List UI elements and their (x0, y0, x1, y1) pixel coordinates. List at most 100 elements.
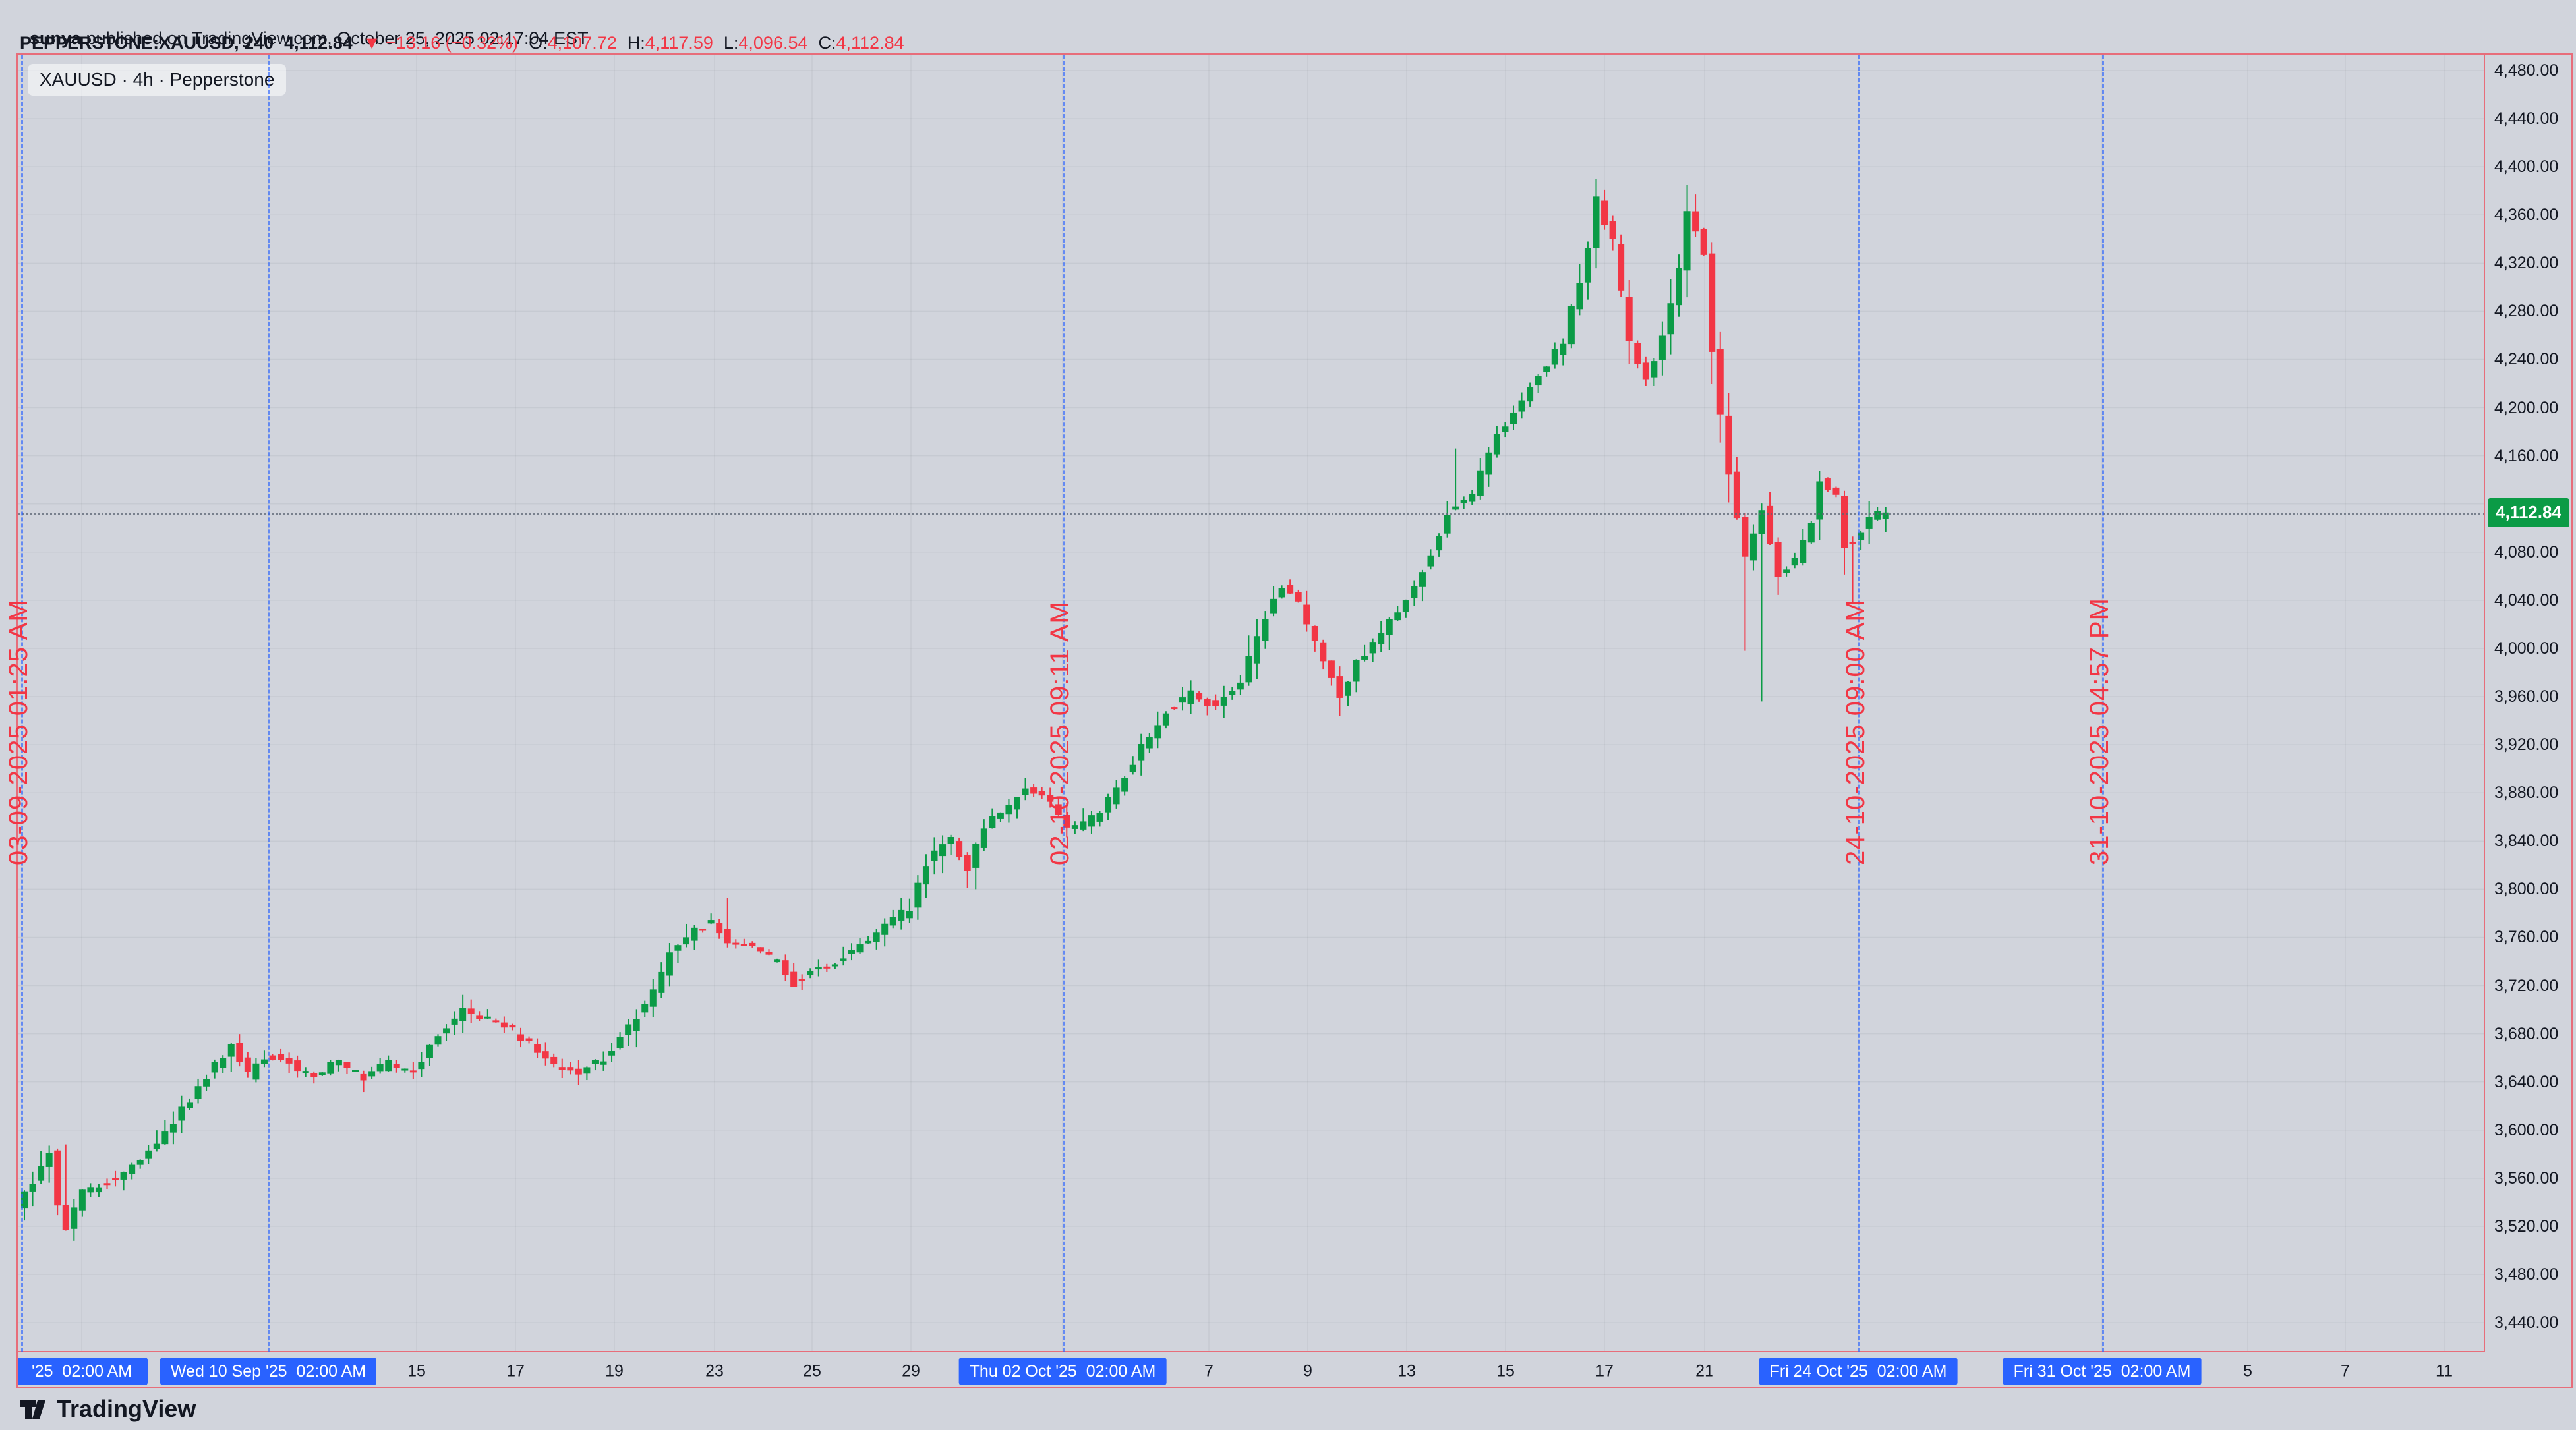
candle (1658, 321, 1666, 376)
time-axis[interactable]: '25 02:00 AM Wed 10 Sep '25 02:00 AM 15 17 1… (18, 1354, 2485, 1388)
candle (211, 1059, 218, 1079)
candle (310, 1071, 318, 1084)
last-price-line (18, 512, 2484, 515)
price-axis-label: 3,600.00 (2494, 1120, 2559, 1139)
time-axis-label: 17 (506, 1361, 525, 1380)
tradingview-brand-text: TradingView (57, 1395, 196, 1422)
candle (666, 943, 673, 987)
time-axis-highlight-label: Wed 10 Sep '25 02:00 AM (160, 1357, 377, 1385)
candlestick-canvas (18, 55, 2484, 1351)
candle (500, 1016, 508, 1033)
candle (327, 1060, 334, 1076)
candle (757, 947, 764, 954)
price-axis-label: 3,720.00 (2494, 976, 2559, 995)
candle (980, 819, 987, 851)
candle (95, 1184, 102, 1197)
candle (1436, 533, 1443, 557)
candle (459, 994, 467, 1033)
candle (1295, 589, 1302, 603)
tradingview-logo[interactable]: TradingView (18, 1393, 196, 1425)
candle (658, 962, 665, 998)
candle (1576, 264, 1583, 316)
candle (236, 1034, 243, 1067)
price-axis-label: 4,400.00 (2494, 157, 2559, 177)
candle (252, 1058, 260, 1083)
price-axis-label: 3,560.00 (2494, 1168, 2559, 1187)
candle (136, 1159, 144, 1169)
candle (534, 1038, 541, 1058)
price-change: ▼ −13.16 (−0.32%) (363, 33, 519, 53)
candle (1683, 184, 1691, 298)
price-axis-label: 4,320.00 (2494, 254, 2559, 273)
candle (1493, 426, 1500, 458)
candle (1187, 680, 1194, 714)
chart-legend: XAUUSD · 4h · Pepperstone (28, 64, 287, 96)
candle (517, 1027, 524, 1048)
candle (782, 954, 789, 981)
candle (376, 1057, 384, 1074)
candle (1129, 756, 1136, 775)
candle (153, 1130, 160, 1152)
candle (1824, 477, 1831, 492)
candle (1378, 621, 1385, 652)
candle (1071, 821, 1078, 834)
candle (1560, 338, 1567, 366)
candle (1253, 619, 1260, 679)
candle (1800, 529, 1807, 566)
candle (1593, 179, 1600, 269)
candle (616, 1032, 624, 1050)
author-name: sunya (30, 28, 82, 48)
candle (922, 854, 929, 898)
last-price-badge: 4,112.84 (2488, 498, 2569, 527)
price-axis-label: 4,360.00 (2494, 206, 2559, 225)
candle (873, 929, 880, 950)
candle (1618, 234, 1625, 297)
candle (1245, 635, 1252, 686)
candle (78, 1189, 86, 1217)
candle (625, 1019, 632, 1046)
time-axis-label: 13 (1397, 1361, 1416, 1380)
candle (120, 1171, 127, 1191)
candle (1634, 340, 1641, 369)
price-axis[interactable]: 4,480.00 4,440.00 4,400.00 4,360.00 4,320.00… (2486, 55, 2571, 1352)
plot-area[interactable]: XAUUSD · 4h · Pepperstone (18, 55, 2485, 1352)
candle (1502, 422, 1509, 438)
price-axis-label: 3,680.00 (2494, 1024, 2559, 1043)
candle (1567, 303, 1575, 349)
candle (1361, 644, 1368, 662)
candle (591, 1059, 599, 1071)
candle (426, 1044, 433, 1066)
candle (947, 834, 954, 855)
candle (1733, 457, 1740, 520)
candle (641, 1000, 649, 1017)
candle (368, 1066, 376, 1079)
price-axis-label: 3,800.00 (2494, 880, 2559, 899)
time-axis-label: 7 (2341, 1361, 2350, 1380)
candle (1584, 241, 1591, 300)
candle (38, 1151, 45, 1184)
candle (1841, 490, 1848, 575)
price-axis-label: 3,640.00 (2494, 1072, 2559, 1091)
candle (187, 1098, 193, 1110)
candle (1402, 599, 1409, 618)
candle (418, 1052, 425, 1077)
candle (1865, 501, 1873, 544)
candle (409, 1062, 417, 1079)
candle (1460, 496, 1467, 509)
candle (278, 1048, 285, 1063)
candle (484, 1009, 491, 1019)
candle (1353, 659, 1360, 693)
candle (343, 1062, 351, 1074)
price-axis-label: 4,480.00 (2494, 61, 2559, 80)
candle (1196, 691, 1203, 702)
candle (1527, 382, 1534, 407)
candle (1667, 279, 1674, 355)
price-axis-label: 3,960.00 (2494, 687, 2559, 706)
candle (1518, 392, 1525, 419)
time-axis-highlight-label: '25 02:00 AM (18, 1357, 148, 1385)
candle (1038, 787, 1045, 799)
candle (1121, 776, 1128, 796)
candle (1394, 606, 1401, 621)
candle (865, 936, 872, 944)
candle (401, 1068, 409, 1073)
